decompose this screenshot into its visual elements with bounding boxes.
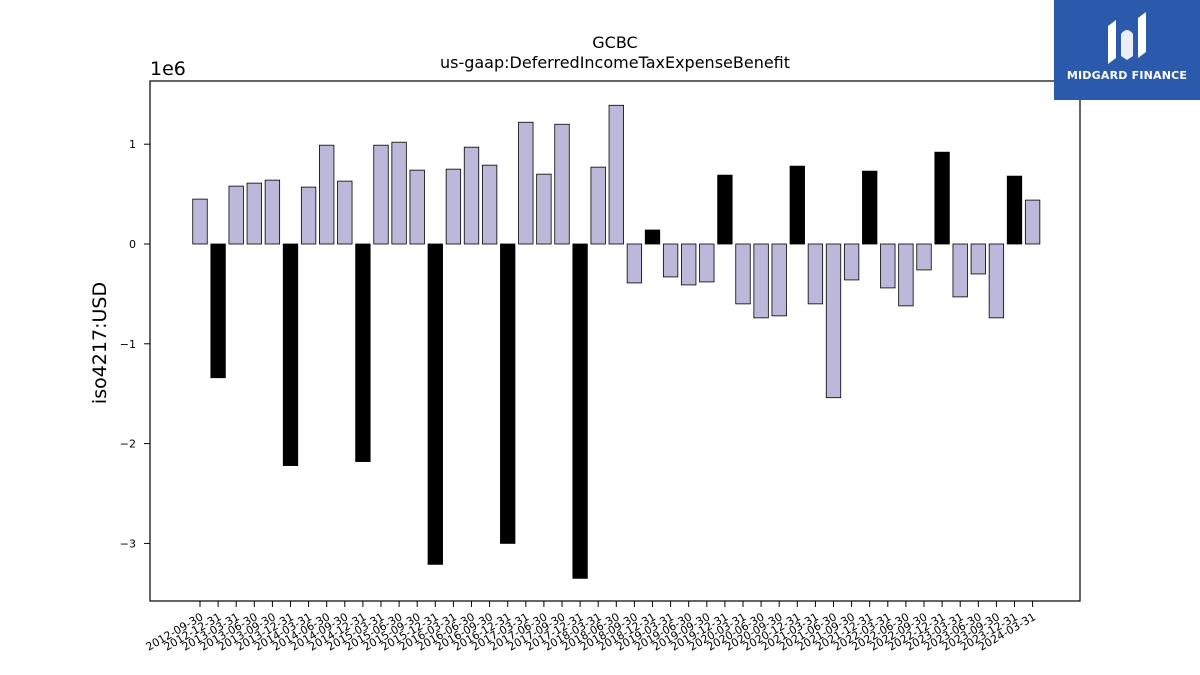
y-axis-label: iso4217:USD [89,282,111,404]
bar-2018-09-30 [626,243,643,284]
chart-title: GCBC [592,33,637,52]
bar-2015-09-30 [409,169,425,245]
bar-2016-03-31 [445,168,462,245]
bar-2013-09-30 [264,179,281,245]
bar-2023-09-30 [988,243,1005,319]
bar-2021-12-31 [862,170,878,245]
plot-frame [149,80,1081,602]
bar-2024-03-31 [1024,199,1041,245]
midgard-logo-mark-icon [1108,12,1146,64]
bar-2023-12-31 [1006,175,1023,245]
bar-2016-12-31 [500,243,516,544]
bar-2022-06-30 [898,243,914,307]
bar-2012-09-30 [192,198,208,245]
bar-2014-12-31 [355,243,371,462]
y-scale-label: 1e6 [150,58,186,80]
bar-2022-09-30 [916,243,932,271]
bar-2019-06-30 [681,243,697,286]
bar-2015-03-31 [373,144,389,245]
bar-2019-03-31 [662,243,679,278]
bar-2020-06-30 [753,243,769,319]
bar-2014-09-30 [337,180,353,245]
bar-2019-09-30 [699,243,715,283]
x-ticks-group: 2012-09-302012-12-312013-03-312013-06-30… [144,601,1038,654]
bar-2023-06-30 [970,243,986,275]
bar-2015-06-30 [391,141,407,245]
bar-2018-03-31 [590,166,606,245]
bar-2020-12-31 [789,165,805,245]
bar-2012-12-31 [210,243,226,379]
bar-2023-03-31 [952,243,968,298]
bar-2016-09-30 [481,164,498,245]
y-ticks-group: −3 −2 −1 0 1 [120,138,150,550]
bar-2018-12-31 [644,229,661,245]
bar-2013-06-30 [246,182,262,245]
bar-2018-06-30 [608,104,624,245]
bar-2014-03-31 [300,186,317,245]
y-tick-label: −2 [120,438,136,451]
y-tick-label: −1 [120,338,136,351]
bar-2021-03-31 [807,243,824,305]
bar-2015-12-31 [427,243,443,565]
bar-2022-12-31 [934,151,950,245]
bar-2021-09-30 [843,243,860,281]
y-tick-label: 0 [129,238,136,251]
bar-2020-09-30 [771,243,787,317]
bars-group [192,104,1041,579]
bar-2013-03-31 [228,185,244,245]
bar-2017-03-31 [518,121,534,245]
y-tick-label: −3 [120,537,136,550]
y-tick-label: 1 [129,138,136,151]
bar-2019-12-31 [717,174,733,245]
bar-2017-12-31 [572,243,588,579]
midgard-finance-logo: MIDGARD FINANCE [1054,0,1200,100]
bar-2017-09-30 [554,123,570,245]
bar-2022-03-31 [880,243,896,289]
bar-2021-06-30 [825,243,842,399]
logo-text: MIDGARD FINANCE [1066,69,1188,82]
bar-2013-12-31 [282,243,299,466]
bar-2017-06-30 [536,173,552,245]
bar-2016-06-30 [463,146,480,245]
bar-2014-06-30 [319,144,335,245]
bar-2020-03-31 [735,243,751,305]
chart-subtitle: us-gaap:DeferredIncomeTaxExpenseBenefit [440,53,790,72]
